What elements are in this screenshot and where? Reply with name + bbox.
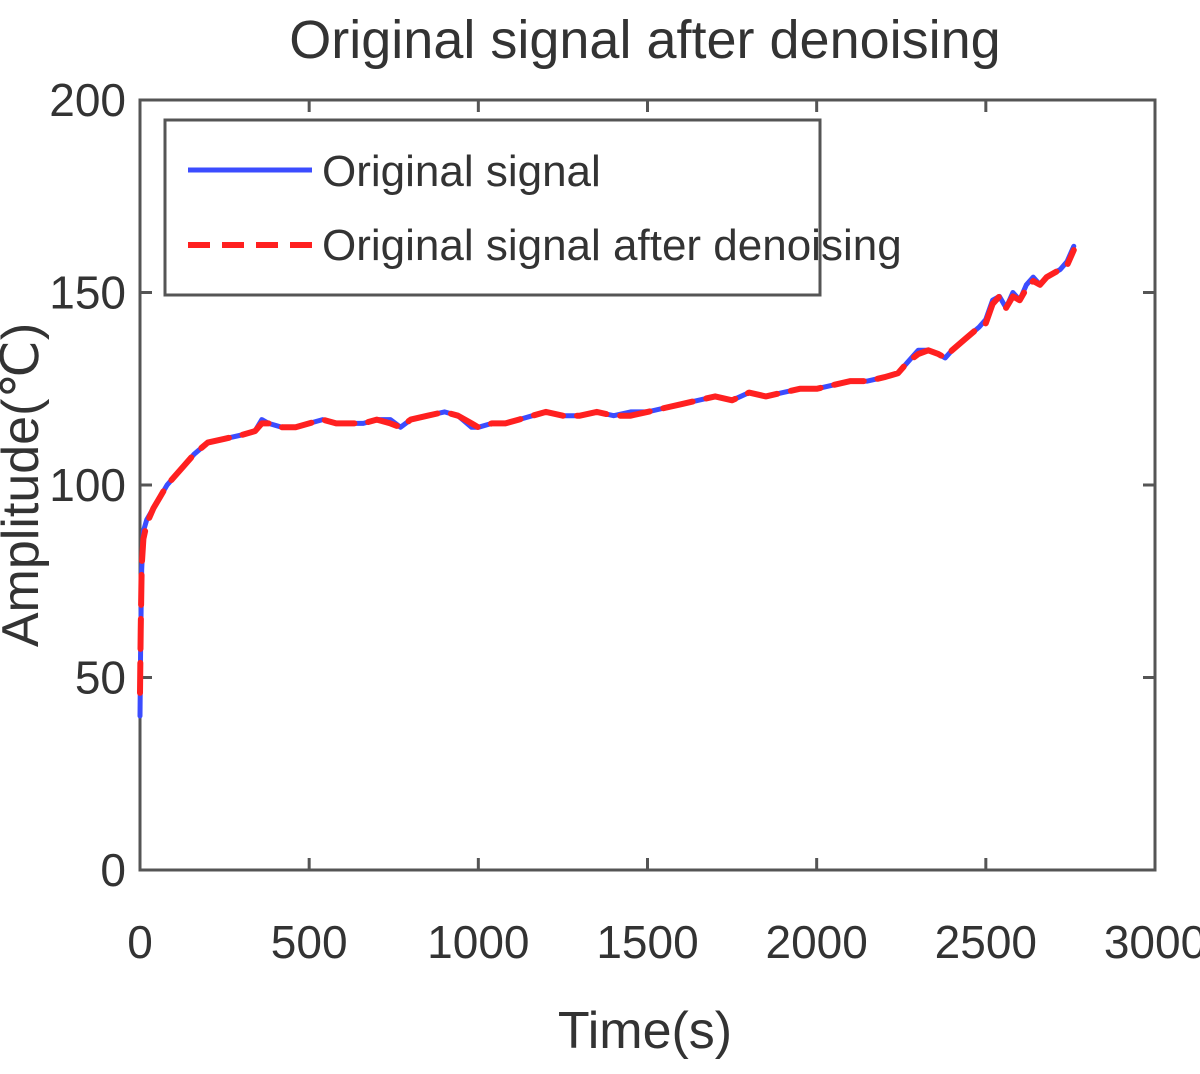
legend: Original signal Original signal after de… xyxy=(163,118,902,297)
y-tick-label-3: 150 xyxy=(49,267,126,319)
series-lines xyxy=(137,243,1077,719)
legend-label-denoised: Original signal after denoising xyxy=(322,221,902,270)
y-tick-label-1: 50 xyxy=(75,652,126,704)
x-tick-label-4: 2000 xyxy=(765,916,867,968)
y-tick-label-0: 0 xyxy=(100,844,126,896)
y-tick-label-2: 100 xyxy=(49,459,126,511)
chart-title: Original signal after denoising xyxy=(289,10,1000,70)
x-tick-label-0: 0 xyxy=(127,916,153,968)
legend-label-original: Original signal xyxy=(322,147,601,196)
x-tick-label-2: 1000 xyxy=(427,916,529,968)
series-line-1 xyxy=(137,247,1077,696)
legend-box xyxy=(163,118,822,297)
x-tick-label-5: 2500 xyxy=(935,916,1037,968)
y-axis-label: Amplitude(℃) xyxy=(0,323,50,647)
y-axis: 0 50 100 150 200 xyxy=(49,74,1155,896)
y-tick-label-4: 200 xyxy=(49,74,126,126)
x-tick-label-3: 1500 xyxy=(596,916,698,968)
x-axis: 0 500 1000 1500 2000 2500 3000 xyxy=(127,100,1200,968)
x-axis-label: Time(s) xyxy=(558,1002,732,1060)
x-tick-label-6: 3000 xyxy=(1104,916,1200,968)
x-tick-label-1: 500 xyxy=(271,916,348,968)
